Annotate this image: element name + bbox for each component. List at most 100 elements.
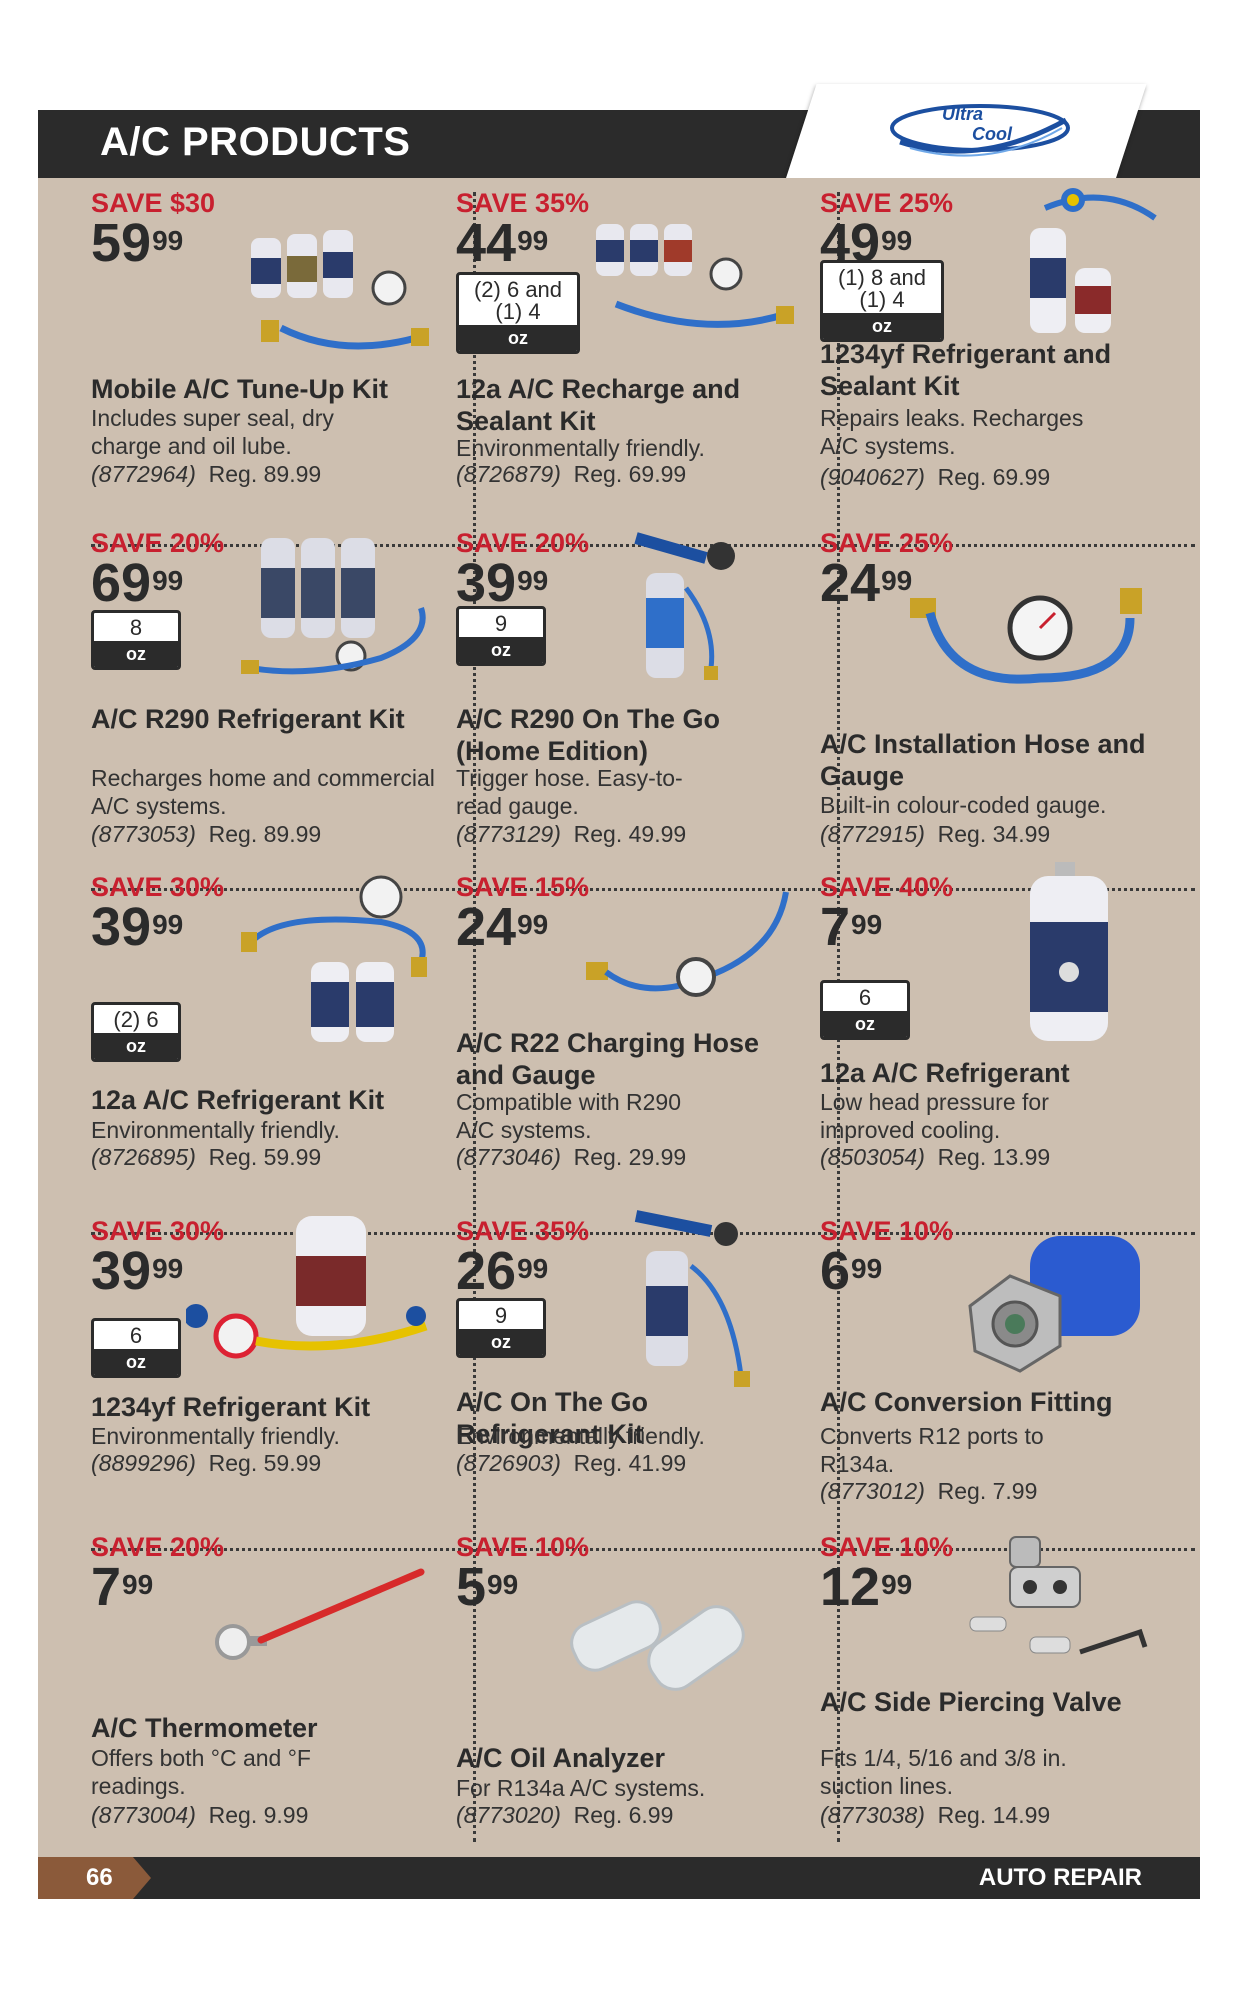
price: 1299 — [820, 1557, 913, 1617]
product-sku: (8773053) Reg. 89.99 — [91, 821, 322, 847]
save-label: SAVE 20% — [91, 528, 225, 558]
price: 799 — [820, 897, 883, 957]
r290-on-the-go-image — [634, 532, 735, 680]
product-sku: (8899296) Reg. 59.99 — [91, 1450, 322, 1476]
product-description: Offers both °C and °F readings. — [91, 1745, 311, 1799]
product-card[interactable]: SAVE 30% 3999 (2) 6 oz 12a A/C Refrigeran… — [91, 862, 453, 1198]
product-card[interactable]: SAVE 35% 2699 9 oz A/C On The Go Refriger… — [456, 1206, 818, 1542]
product-name: 12a A/C Refrigerant — [820, 1058, 1070, 1088]
product-card[interactable]: SAVE 30% 3999 6 oz 1234yf Refrigerant Kit… — [91, 1206, 453, 1542]
product-name: A/C Oil Analyzer — [456, 1743, 666, 1773]
product-sku: (8773004) Reg. 9.99 — [91, 1802, 309, 1828]
product-sku: (8503054) Reg. 13.99 — [820, 1144, 1051, 1170]
column-divider — [473, 192, 476, 1842]
product-card[interactable]: SAVE 20% 3999 9 oz A/C R290 On The Go (Ho… — [456, 518, 818, 854]
price: 4499 — [456, 213, 549, 273]
product-description: Built-in colour-coded gauge. — [820, 792, 1107, 818]
r22-charging-hose-image — [586, 891, 789, 997]
product-grid-area: SAVE $30 5999 Mobile A/C Tune-Up Kit Inc… — [38, 178, 1200, 1857]
12a-refrigerant-can-image — [1030, 862, 1108, 1041]
product-name: 12a A/C Recharge and Sealant Kit — [456, 374, 741, 436]
product-name: A/C R290 On The Go (Home Edition) — [456, 704, 721, 766]
product-card[interactable]: SAVE 20% 799 A/C Thermometer Offers both… — [91, 1522, 453, 1858]
size-badge: 9 oz — [456, 606, 546, 666]
page-number: 66 — [38, 1857, 133, 1899]
product-card[interactable]: SAVE 25% 2499 A/C Installation Hose and … — [820, 518, 1182, 854]
size-badge: (1) 8 and (1) 4 oz — [820, 260, 944, 342]
row-divider — [91, 1232, 1195, 1235]
save-label: SAVE 40% — [820, 872, 954, 902]
svg-text:Cool: Cool — [972, 124, 1013, 144]
product-description: Repairs leaks. Recharges A/C systems. — [820, 405, 1084, 459]
product-sku: (8726895) Reg. 59.99 — [91, 1144, 322, 1170]
product-name: 1234yf Refrigerant Kit — [91, 1392, 371, 1422]
product-card[interactable]: SAVE 40% 799 6 oz 12a A/C Refrigerant Low… — [820, 862, 1182, 1198]
price: 3999 — [91, 1241, 184, 1301]
save-label: SAVE 30% — [91, 1216, 225, 1246]
product-sku: (8773046) Reg. 29.99 — [456, 1144, 687, 1170]
product-sku: (8773020) Reg. 6.99 — [456, 1802, 674, 1828]
price: 6999 — [91, 553, 184, 613]
1234yf-refrigerant-kit-image — [186, 1216, 428, 1359]
price: 3999 — [456, 553, 549, 613]
product-name: Mobile A/C Tune-Up Kit — [91, 374, 388, 404]
product-description: Environmentally friendly. — [91, 1423, 340, 1449]
product-description: Includes super seal, dry charge and oil … — [91, 405, 334, 459]
ultra-cool-logo: Ultra Cool — [890, 104, 1070, 157]
product-card[interactable]: SAVE 20% 6999 8 oz A/C R290 Refrigerant K… — [91, 518, 453, 854]
product-description: Fits 1/4, 5/16 and 3/8 in. suction lines… — [820, 1745, 1067, 1799]
price: 2699 — [456, 1241, 549, 1301]
product-card[interactable]: SAVE 10% 1299 A/C Side Piercing Valve Fi… — [820, 1522, 1182, 1858]
product-sku: (8726903) Reg. 41.99 — [456, 1450, 687, 1476]
section-label: AUTO REPAIR — [978, 1864, 1142, 1891]
product-name: A/C R22 Charging Hose and Gauge — [456, 1028, 760, 1090]
row-divider — [91, 1548, 1195, 1551]
save-label: SAVE 35% — [456, 1216, 590, 1246]
save-label: SAVE 35% — [456, 188, 590, 218]
product-name: 12a A/C Refrigerant Kit — [91, 1085, 385, 1115]
on-the-go-kit-image — [634, 1210, 750, 1387]
size-badge: 9 oz — [456, 1298, 546, 1358]
r290-kit-image — [241, 538, 426, 675]
price: 3999 — [91, 897, 184, 957]
recharge-kit-image — [596, 224, 794, 328]
product-description: Converts R12 ports to R134a. — [820, 1423, 1044, 1477]
product-description: Trigger hose. Easy-to-read gauge. — [456, 765, 683, 819]
thermometer-image — [215, 1568, 425, 1660]
tune-up-kit-image — [251, 230, 429, 350]
price: 2499 — [456, 897, 549, 957]
product-card[interactable]: SAVE 10% 699 A/C Conversion Fitting Conv… — [820, 1206, 1182, 1542]
product-sku: (8773129) Reg. 49.99 — [456, 821, 687, 847]
product-name: A/C Thermometer — [91, 1713, 318, 1743]
row-divider — [91, 888, 1195, 891]
price: 2499 — [820, 553, 913, 613]
size-badge: (2) 6 and (1) 4 oz — [456, 272, 580, 354]
product-sku: (9040627) Reg. 69.99 — [820, 464, 1051, 490]
hose-and-gauge-image — [910, 588, 1142, 684]
price: 699 — [820, 1241, 883, 1301]
product-description: For R134a A/C systems. — [456, 1775, 706, 1801]
save-label: SAVE 20% — [91, 1532, 225, 1562]
product-description: Environmentally friendly. — [456, 1423, 705, 1449]
price: 599 — [456, 1557, 519, 1617]
size-badge: 6 oz — [91, 1318, 181, 1378]
price: 5999 — [91, 213, 184, 273]
product-card[interactable]: SAVE 25% 4999 (1) 8 and (1) 4 oz 1234yf R… — [820, 178, 1182, 514]
save-label: SAVE 10% — [820, 1216, 954, 1246]
product-sku: (8726879) Reg. 69.99 — [456, 461, 687, 487]
product-card[interactable]: SAVE 35% 4499 (2) 6 and (1) 4 oz 12a A/C … — [456, 178, 818, 514]
product-card[interactable]: SAVE 10% 599 A/C Oil Analyzer For R134a … — [456, 1522, 818, 1858]
product-sku: (8773012) Reg. 7.99 — [820, 1478, 1038, 1504]
product-name: A/C Conversion Fitting — [820, 1387, 1113, 1417]
size-badge: 6 oz — [820, 980, 910, 1040]
product-card[interactable]: SAVE 15% 2499 A/C R22 Charging Hose and … — [456, 862, 818, 1198]
product-card[interactable]: SAVE $30 5999 Mobile A/C Tune-Up Kit Inc… — [91, 178, 453, 514]
save-label: SAVE 10% — [456, 1532, 590, 1562]
save-label: SAVE 20% — [456, 528, 590, 558]
save-label: SAVE $30 — [91, 188, 216, 218]
product-sku: (8773038) Reg. 14.99 — [820, 1802, 1051, 1828]
save-label: SAVE 25% — [820, 188, 954, 218]
footer-bar: 66 AUTO REPAIR — [38, 1857, 1200, 1899]
product-name: 1234yf Refrigerant and Sealant Kit — [820, 339, 1112, 401]
product-name: A/C On The Go Refrigerant Kit — [456, 1387, 648, 1449]
